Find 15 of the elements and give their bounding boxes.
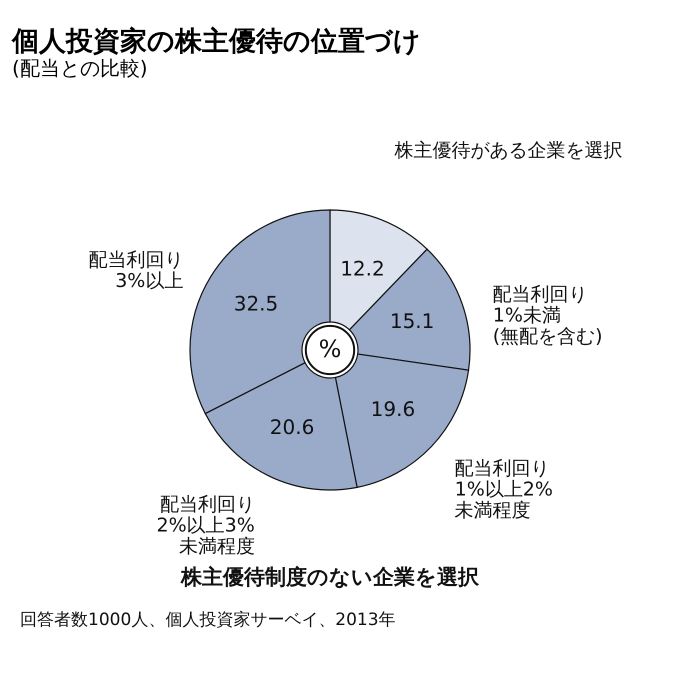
text: % (318, 335, 342, 363)
text: 株主優待制度のない企業を選択 (180, 565, 480, 589)
data-label: 19.6 (370, 396, 416, 421)
text: 回答者数1000人、個人投資家サーベイ、2013年 (20, 610, 396, 630)
data-label: 12.2 (340, 256, 385, 280)
slice-label: 配当利回り 2%以上3% 未満程度 (156, 494, 255, 558)
slice-label: 配当利回り 3%以上 (88, 249, 184, 292)
data-label: 32.5 (234, 292, 278, 316)
chart-title: 個人投資家の株主優待の位置づけ (11, 26, 421, 57)
data-label: 15.1 (390, 308, 434, 333)
slice-label: 配当利回り 1%以上2% 未満程度 (454, 458, 553, 522)
data-label: 20.6 (270, 415, 314, 440)
chart-subtitle: (配当との比較) (12, 56, 148, 80)
slice-label: 配当利回り 1%未満 (無配を含む) (492, 283, 603, 348)
slice-label: 株主優待がある企業を選択 (393, 139, 622, 162)
